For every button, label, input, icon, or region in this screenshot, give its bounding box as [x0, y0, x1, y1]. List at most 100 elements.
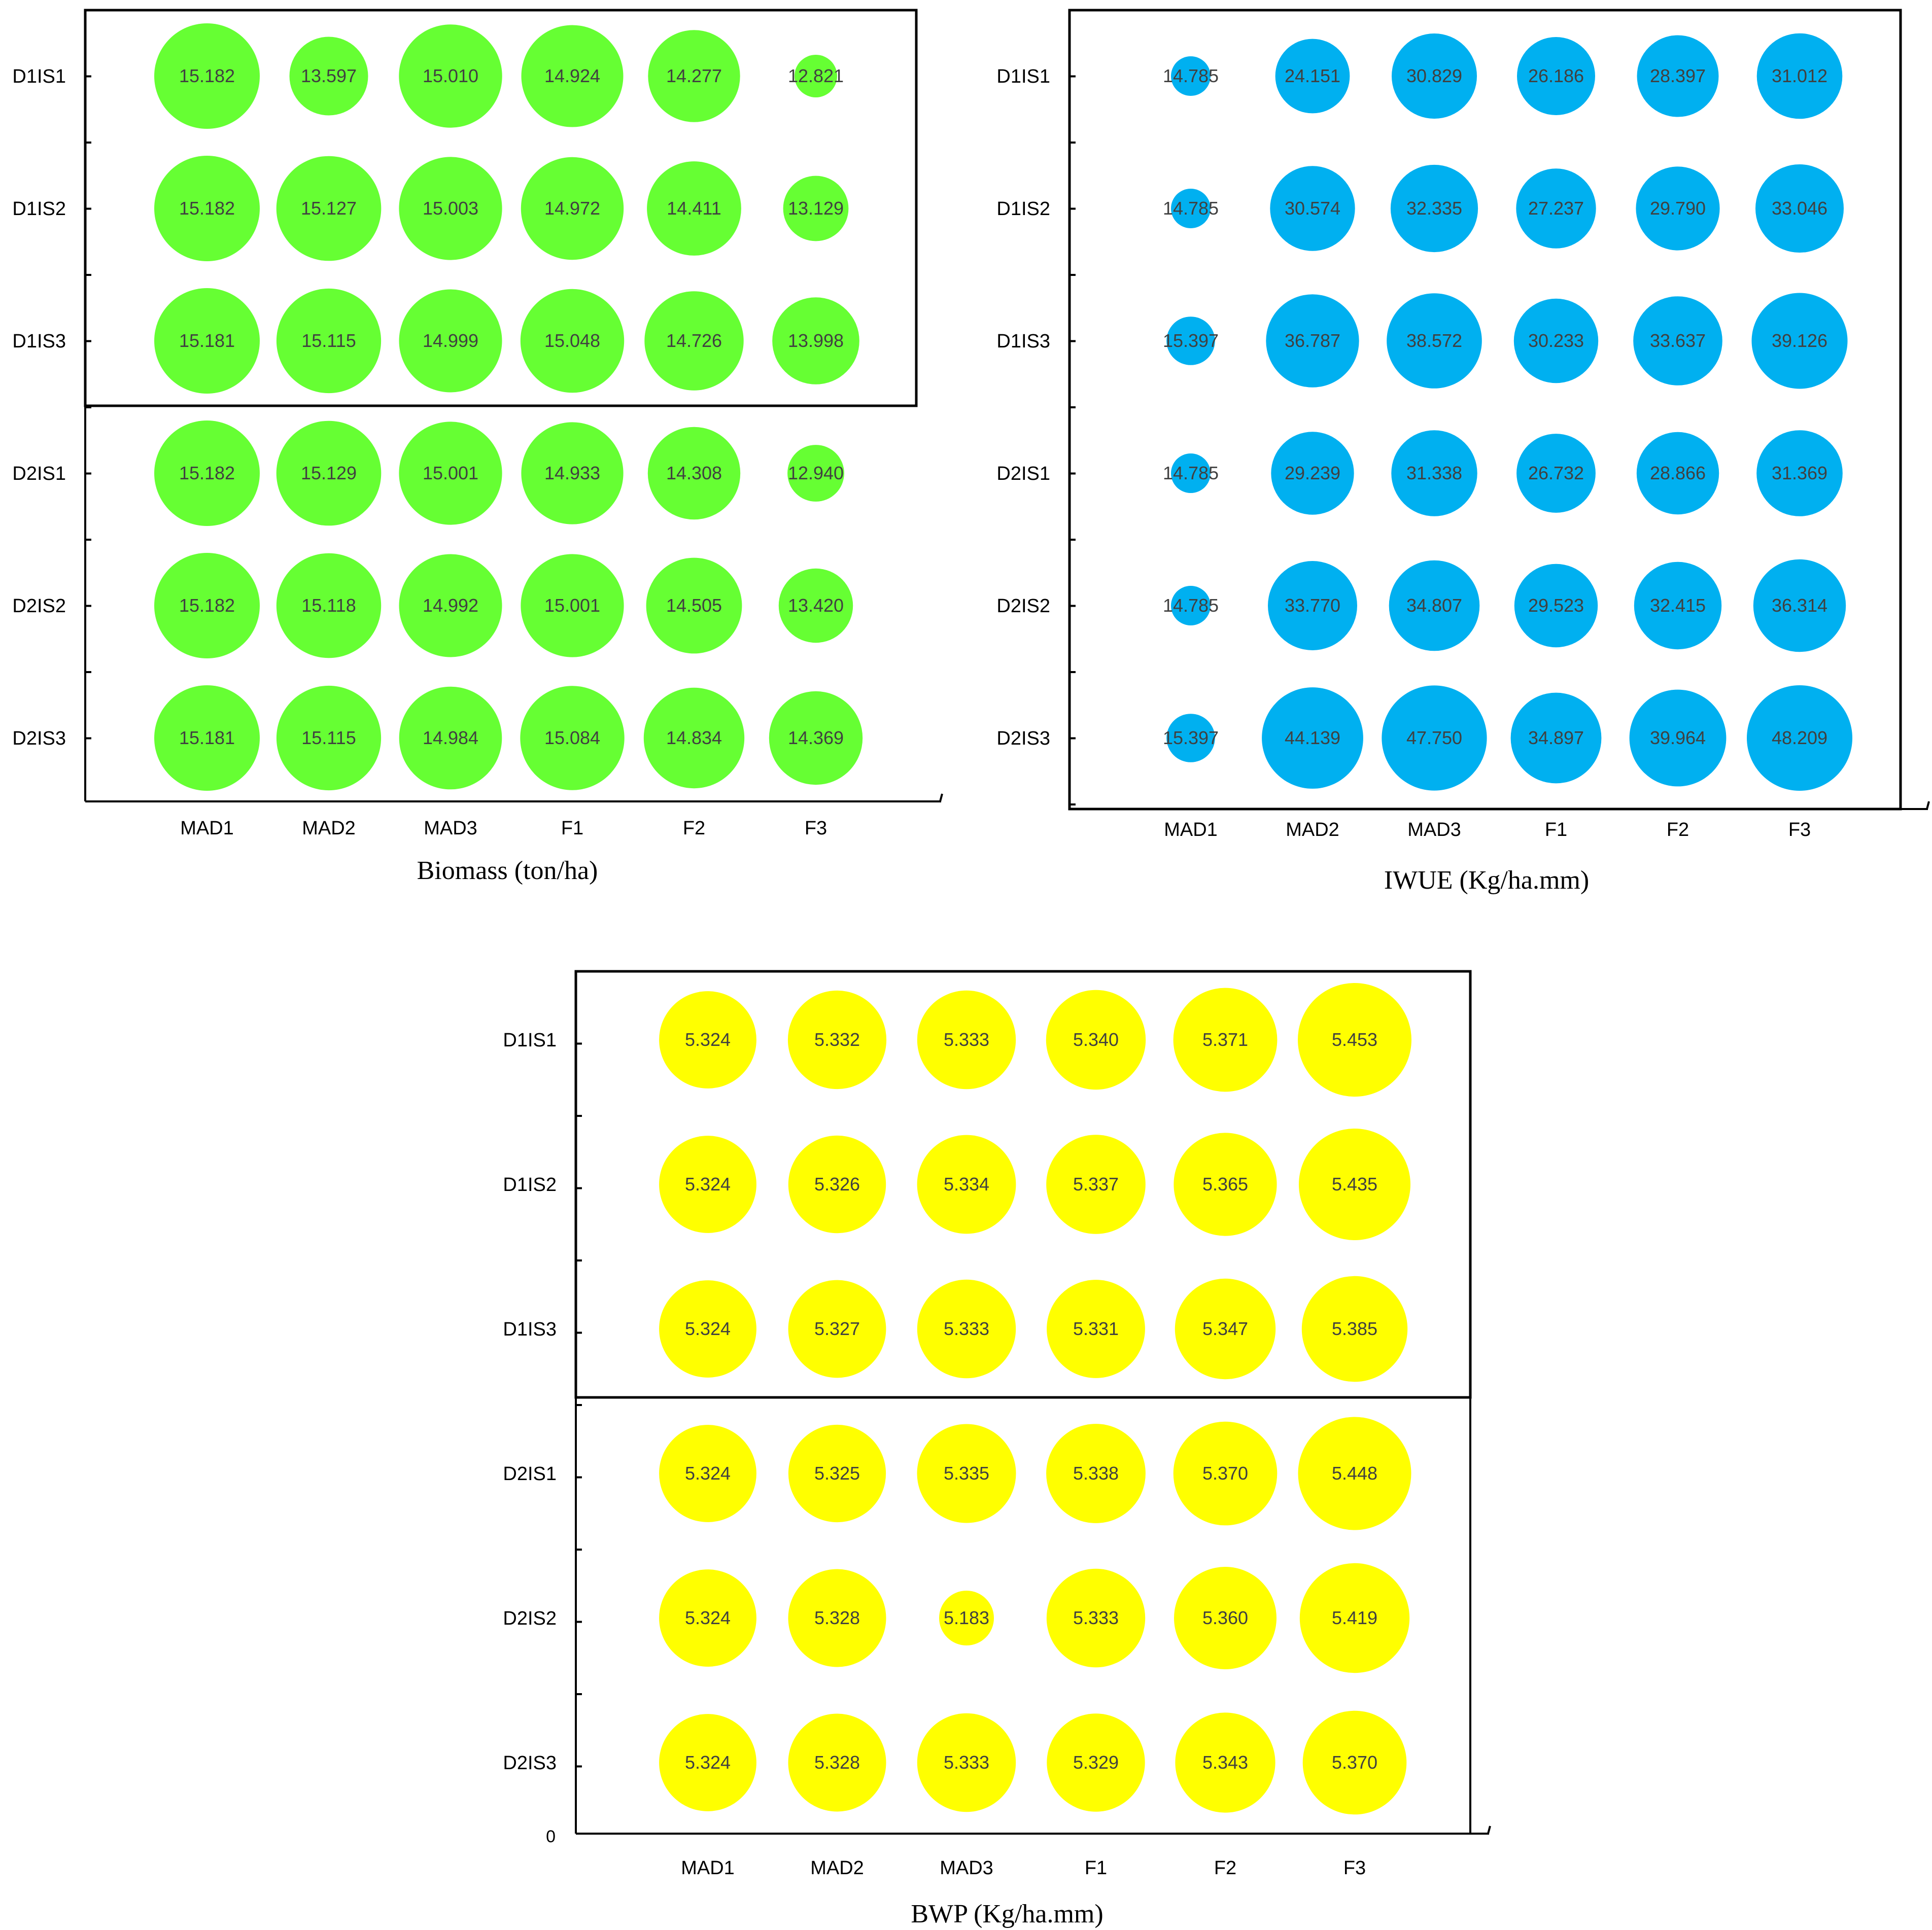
x-axis-title: Biomass (ton/ha) — [417, 856, 598, 885]
bubble-d2is2-f1 — [1514, 564, 1598, 648]
y-tick-marks — [576, 1042, 582, 1768]
data-label: 15.397 — [1163, 330, 1219, 351]
data-label: 14.308 — [666, 463, 722, 483]
bubble-d1is2-f2 — [647, 161, 741, 256]
data-label: 5.328 — [814, 1752, 860, 1773]
x-tick-labels: MAD1 MAD2 MAD3 F1 F2 F3 — [180, 818, 827, 839]
bubble-d2is1-mad2 — [276, 420, 382, 526]
data-label: 15.182 — [179, 463, 235, 483]
x-tick-label: MAD1 — [180, 818, 234, 839]
y-tick-label: D1IS3 — [996, 331, 1050, 352]
data-label: 29.523 — [1528, 595, 1584, 616]
bubble-d1is2-f2 — [1636, 166, 1720, 251]
bubble-d2is2-f2 — [1634, 562, 1722, 650]
data-label: 15.003 — [423, 198, 478, 219]
bubble-d2is3-mad1 — [659, 1714, 756, 1811]
bubble-d2is1-f1 — [521, 422, 624, 524]
x-tick-label: F1 — [1085, 1857, 1107, 1879]
bubble-d2is3-mad2 — [1262, 687, 1363, 789]
y-tick-label: D2IS1 — [996, 463, 1050, 484]
bubble-d2is1-mad3 — [1391, 430, 1477, 516]
data-label: 13.129 — [788, 198, 844, 219]
y-tick-marks — [1070, 75, 1076, 805]
data-label: 14.785 — [1163, 595, 1219, 616]
x-tick-label: F2 — [1667, 819, 1689, 840]
data-label: 27.237 — [1528, 198, 1584, 219]
data-label: 31.369 — [1772, 463, 1827, 483]
bubble-d1is3-f1 — [520, 289, 625, 393]
bubble-d2is2-mad1 — [1171, 586, 1211, 625]
bubble-d2is3-mad3 — [917, 1713, 1016, 1812]
data-label: 15.048 — [544, 330, 600, 351]
bubble-d1is2-f3 — [1299, 1129, 1410, 1240]
y-tick-labels: D1IS1 D1IS2 D1IS3 D2IS1 D2IS2 D2IS3 — [503, 1030, 557, 1774]
y-tick-label: D2IS2 — [12, 595, 66, 617]
data-label: 30.829 — [1406, 65, 1462, 86]
bubble-d2is1-mad3 — [917, 1424, 1016, 1523]
chart-panel-iwue: 14.785 24.151 30.829 26.186 28.397 31.012 14.7… — [996, 9, 1930, 895]
y-tick-label: D1IS3 — [503, 1319, 557, 1340]
y-tick-label: D2IS1 — [12, 463, 66, 484]
data-label: 14.411 — [667, 198, 721, 219]
x-tick-label: F3 — [1788, 819, 1811, 840]
bubble-d1is3-mad1 — [659, 1280, 756, 1378]
bubble-d2is1-mad1 — [1171, 453, 1211, 493]
bubble-d1is2-mad1 — [154, 156, 260, 261]
bubble-d1is1-mad2 — [787, 990, 887, 1090]
data-label: 5.337 — [1073, 1174, 1119, 1195]
data-label: 14.992 — [423, 595, 478, 616]
bubble-d1is3-mad3 — [399, 289, 502, 393]
y-tick-label: D1IS2 — [12, 198, 66, 220]
data-label: 15.129 — [301, 463, 357, 483]
data-label: 5.325 — [814, 1463, 860, 1484]
bubble-d1is3-f2 — [644, 291, 744, 391]
bubble-d2is2-f2 — [1174, 1567, 1276, 1669]
data-label: 5.333 — [944, 1029, 989, 1050]
bubble-d2is1-f2 — [1636, 432, 1719, 515]
x-tick-label: MAD1 — [681, 1857, 735, 1879]
x-tick-label: MAD3 — [424, 818, 477, 839]
data-label: 5.340 — [1073, 1029, 1119, 1050]
bubble-d2is1-mad2 — [788, 1424, 886, 1523]
data-label: 5.327 — [814, 1318, 860, 1339]
y-tick-label: D2IS2 — [996, 595, 1050, 617]
data-label: 15.181 — [179, 330, 235, 351]
bubble-d1is1-f1 — [1517, 37, 1595, 115]
data-label: 5.435 — [1332, 1174, 1377, 1195]
bubble-d2is3-f1 — [1510, 692, 1602, 784]
bubble-d2is1-mad1 — [659, 1425, 756, 1522]
bubble-d2is1-f3 — [1756, 430, 1843, 516]
bubble-d1is2-f3 — [1755, 164, 1844, 253]
data-label: 5.419 — [1332, 1607, 1377, 1628]
bubble-d2is3-mad1 — [1166, 714, 1215, 762]
data-label: 36.787 — [1285, 330, 1340, 351]
bubble-d2is2-mad3 — [939, 1591, 994, 1645]
y-tick-label: D1IS2 — [996, 198, 1050, 220]
data-label: 34.897 — [1528, 727, 1584, 748]
bubble-group: 15.182 13.597 15.010 14.924 14.277 12.821 15.1… — [154, 23, 863, 791]
x-tick-label: MAD2 — [1286, 819, 1339, 840]
bubble-d1is2-mad1 — [1171, 189, 1211, 228]
bubble-d2is2-mad3 — [1389, 560, 1480, 651]
bubble-d2is1-mad3 — [399, 422, 502, 525]
data-label: 31.012 — [1772, 65, 1827, 86]
bubble-d1is1-f2 — [1637, 35, 1719, 117]
data-label: 5.328 — [814, 1607, 860, 1628]
data-label: 13.420 — [788, 595, 844, 616]
bubble-d2is2-f1 — [1046, 1568, 1146, 1668]
y-tick-marks — [85, 75, 91, 740]
x-tick-label: MAD3 — [940, 1857, 993, 1879]
y-tick-label: D1IS3 — [12, 331, 66, 352]
bubble-d1is3-f2 — [1633, 296, 1722, 385]
bubble-d2is3-mad3 — [399, 686, 502, 790]
data-label: 5.183 — [944, 1607, 989, 1628]
data-label: 12.821 — [788, 65, 844, 86]
data-label: 30.574 — [1285, 198, 1340, 219]
y-tick-labels: D1IS1 D1IS2 D1IS3 D2IS1 D2IS2 D2IS3 — [12, 66, 66, 749]
data-label: 15.397 — [1163, 727, 1219, 748]
bubble-d2is1-f1 — [1516, 434, 1596, 513]
bubble-d2is1-f3 — [787, 445, 844, 502]
bubble-d1is2-mad3 — [399, 157, 502, 260]
bubble-d2is1-mad1 — [154, 420, 260, 526]
